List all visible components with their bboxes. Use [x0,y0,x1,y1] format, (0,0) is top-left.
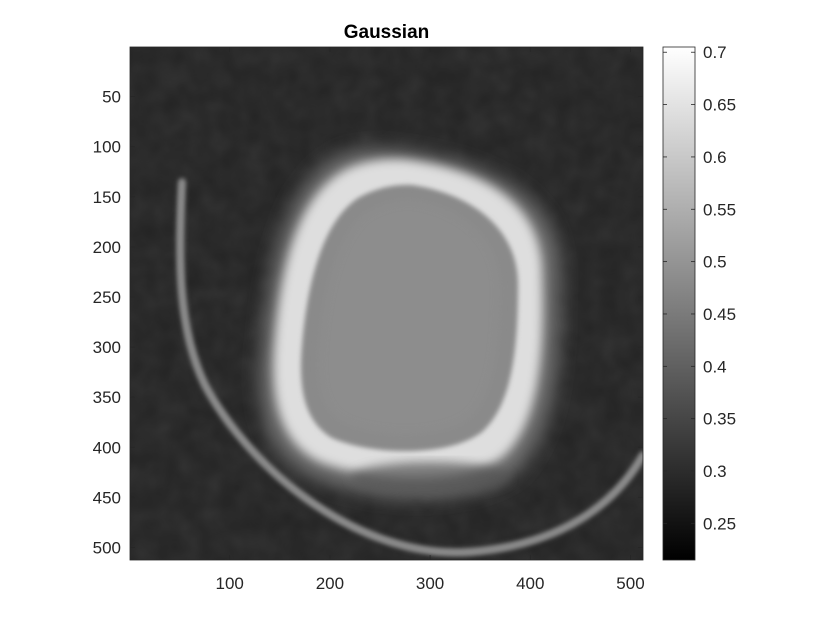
x-tick-label: 100 [216,574,244,593]
x-axis-ticks: 100 200 300 400 500 [216,47,645,593]
x-tick-label: 500 [616,574,644,593]
axes-frame [129,46,644,561]
colorbar-tick-label: 0.5 [703,253,727,272]
colorbar-tick-label: 0.25 [703,514,736,533]
colorbar [662,46,696,561]
y-tick-label: 150 [93,188,121,207]
scan-image [130,47,643,560]
chart-title: Gaussian [344,22,430,43]
y-axis-ticks: 50 100 150 200 250 300 350 400 450 500 [93,88,643,557]
y-tick-label: 500 [93,538,121,557]
colorbar-tick-label: 0.4 [703,357,727,376]
y-tick-label: 200 [93,238,121,257]
y-tick-label: 250 [93,288,121,307]
x-tick-label: 200 [316,574,344,593]
y-tick-label: 300 [93,338,121,357]
colorbar-tick-label: 0.3 [703,462,727,481]
y-tick-label: 50 [102,88,121,107]
x-tick-label: 300 [416,574,444,593]
colorbar-tick-label: 0.65 [703,96,736,115]
colorbar-tick-label: 0.7 [703,43,727,62]
colorbar-tick-label: 0.6 [703,148,727,167]
x-tick-label: 400 [516,574,544,593]
colorbar-tick-label: 0.45 [703,305,736,324]
colorbar-tick-label: 0.35 [703,410,736,429]
colorbar-ticks: 0.25 0.3 0.35 0.4 0.45 0.5 0.55 0.6 0.65 0.7 [663,43,736,533]
y-tick-label: 400 [93,438,121,457]
lower-tissue [350,462,510,494]
colorbar-tick-label: 0.55 [703,200,736,219]
y-tick-label: 450 [93,488,121,507]
y-tick-label: 350 [93,388,121,407]
y-tick-label: 100 [93,138,121,157]
